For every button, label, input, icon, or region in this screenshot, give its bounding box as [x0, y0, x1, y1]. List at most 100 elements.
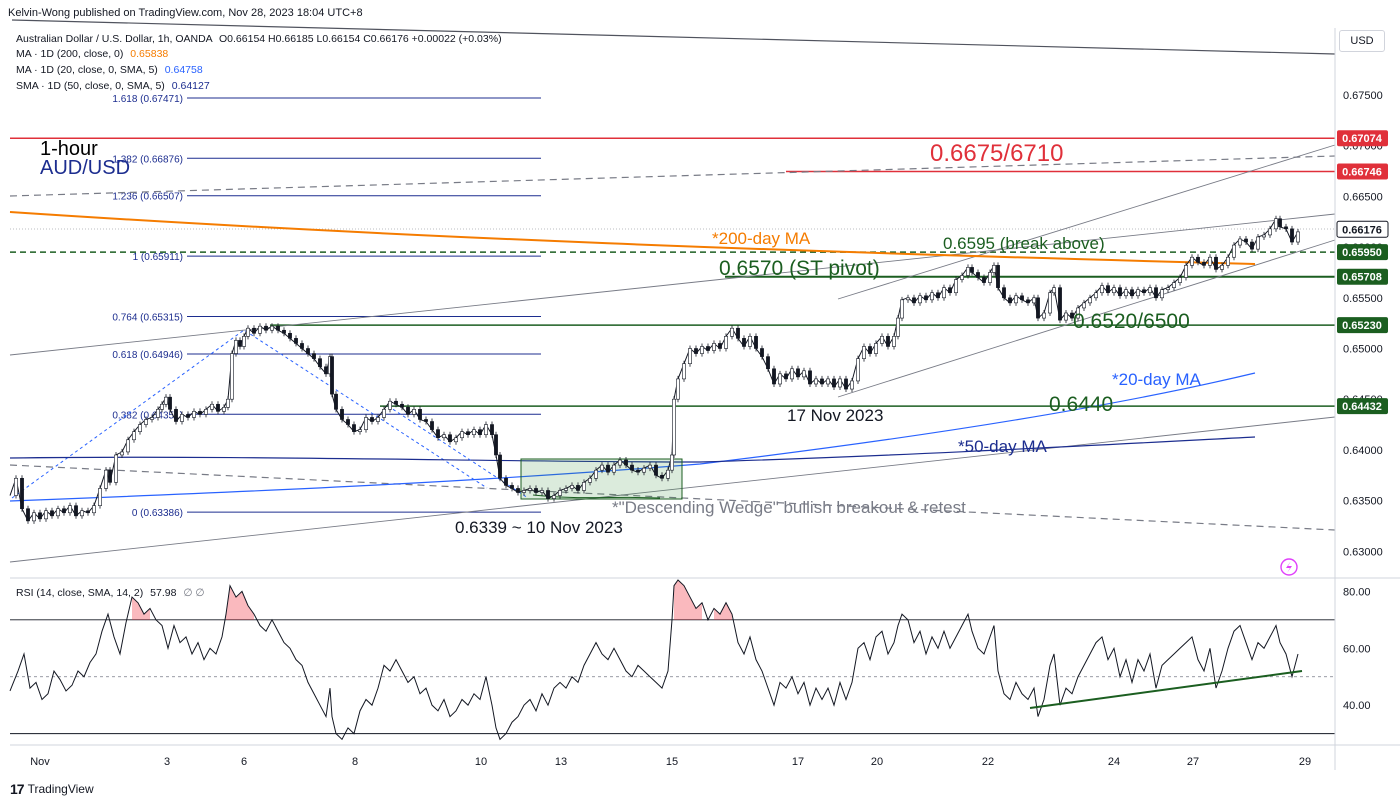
indicator-legend-20ma[interactable]: MA · 1D (20, close, 0, SMA, 5) 0.64758 — [16, 64, 203, 76]
time-tick-label: 15 — [666, 756, 678, 768]
candle-body — [288, 332, 292, 339]
chart-annotation: 0.6520/6500 — [1073, 310, 1190, 333]
candle-body — [742, 338, 746, 347]
candle-body — [318, 358, 322, 368]
candle-body — [694, 348, 698, 354]
candle-body — [666, 469, 670, 479]
candle-body — [120, 451, 124, 456]
long-trendline — [11, 19, 1336, 55]
candle-body — [1026, 299, 1030, 304]
candle-body — [430, 421, 434, 430]
price-tag-label: 0.66746 — [1342, 166, 1382, 178]
price-tag-box — [1337, 317, 1388, 334]
candle-body — [436, 429, 440, 439]
candle-body — [222, 407, 226, 412]
candle-body — [528, 488, 532, 491]
candle-body — [772, 368, 776, 385]
candle-body — [564, 488, 568, 491]
candle-body — [1278, 218, 1282, 228]
candle-body — [216, 403, 220, 412]
fib-level-label: 1.618 (0.67471) — [112, 94, 183, 105]
candle-body — [376, 417, 380, 422]
candle-body — [264, 325, 268, 331]
candle-body — [712, 343, 716, 351]
candle-body — [534, 488, 538, 493]
candle-body — [948, 287, 952, 294]
candle-body — [642, 467, 646, 473]
candle-body — [558, 490, 562, 496]
candle-body — [1058, 287, 1062, 321]
candle-body — [150, 417, 154, 420]
time-tick-label: 24 — [1108, 756, 1120, 768]
candle-body — [1250, 241, 1254, 250]
candle-body — [1112, 287, 1116, 294]
candle-body — [966, 267, 970, 276]
candle-body — [242, 336, 246, 347]
candle-body — [498, 454, 502, 479]
chart-annotation: *20-day MA — [1112, 370, 1201, 389]
candle-body — [582, 482, 586, 491]
candle-body — [466, 431, 470, 435]
currency-selector[interactable]: USD — [1339, 30, 1385, 52]
candle-body — [510, 485, 514, 489]
indicator-value: 0.64127 — [171, 80, 210, 92]
candle-body — [312, 353, 316, 359]
candle-body — [92, 505, 96, 514]
candle-body — [238, 340, 242, 347]
sma-50-line — [9, 436, 1256, 463]
indicator-label: MA · 1D (20, close, 0, SMA, 5) — [16, 64, 158, 76]
candle-body — [258, 325, 262, 334]
tradingview-footer[interactable]: 17 TradingView — [10, 781, 94, 797]
rsi-legend[interactable]: RSI (14, close, SMA, 14, 2) 57.98 ∅ ∅ — [16, 587, 205, 599]
price-tag-label: 0.65230 — [1342, 320, 1382, 332]
candle-body — [198, 411, 202, 415]
candle-body — [850, 380, 854, 390]
candle-body — [970, 267, 974, 273]
candle-body — [636, 469, 640, 473]
candle-body — [1190, 256, 1194, 266]
time-tick-label: 3 — [164, 756, 170, 768]
candle-body — [588, 477, 592, 483]
candle-body — [1172, 282, 1176, 288]
candle-body — [790, 368, 794, 380]
candle-body — [294, 338, 298, 344]
candle-body — [522, 490, 526, 493]
candle-body — [38, 512, 42, 520]
candle-body — [144, 419, 148, 425]
ohlc-values: O0.66154 H0.66185 L0.66154 C0.66176 +0.0… — [219, 33, 502, 45]
candle-body — [730, 327, 734, 337]
candle-body — [1220, 265, 1224, 270]
candle-body — [832, 378, 836, 388]
candle-body — [478, 429, 482, 435]
time-tick-label: 27 — [1187, 756, 1199, 768]
candle-body — [960, 275, 964, 280]
candle-body — [760, 348, 764, 357]
candle-body — [906, 297, 910, 301]
rsi-pane[interactable] — [9, 579, 1335, 741]
candle-body — [412, 409, 416, 415]
chart-annotation: *200-day MA — [712, 229, 811, 248]
indicator-legend-200ma[interactable]: MA · 1D (200, close, 0) 0.65838 — [16, 48, 168, 60]
candle-body — [896, 317, 900, 337]
price-tag-box — [1336, 220, 1389, 238]
price-tag-box — [1337, 130, 1388, 147]
candle-body — [186, 414, 190, 418]
price-pane[interactable]: 1.618 (0.67471) 1.382 (0.66876) 1.236 (0.6… — [9, 19, 1336, 563]
rsi-tick-label: 40.00 — [1343, 700, 1371, 712]
candle-body — [164, 396, 168, 405]
candle-body — [234, 340, 238, 354]
candle-body — [352, 424, 356, 432]
price-tag-box — [1337, 163, 1388, 180]
candle-body — [1268, 228, 1272, 236]
indicator-legend-50sma[interactable]: SMA · 1D (50, close, 0, SMA, 5) 0.64127 — [16, 80, 210, 92]
price-tag-label: 0.67074 — [1342, 133, 1383, 145]
candle-body — [174, 409, 178, 422]
candle-body — [1148, 287, 1152, 294]
candle-body — [1052, 287, 1056, 294]
candle-body — [976, 272, 980, 278]
chart-title-pair: AUD/USD — [40, 157, 131, 179]
candle-body — [1032, 297, 1036, 304]
candle-body — [98, 488, 102, 506]
candle-body — [1130, 289, 1134, 297]
